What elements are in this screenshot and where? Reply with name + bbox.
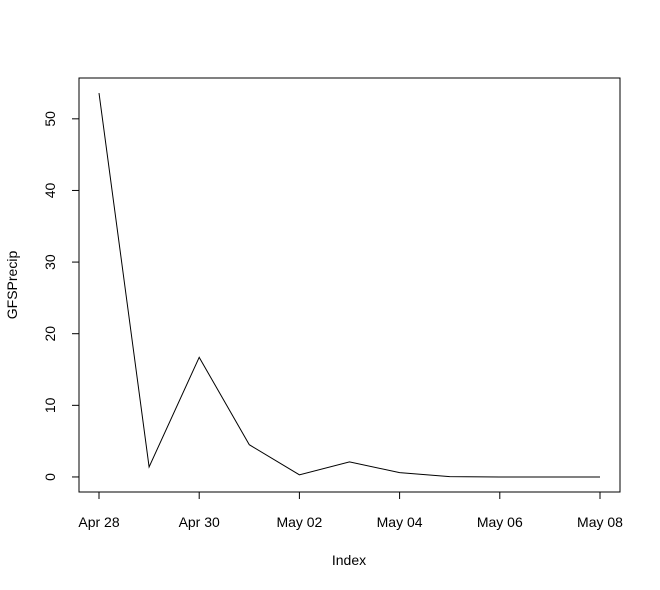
y-axis: 0 10 20 30 40 50 <box>42 111 80 481</box>
plot-frame <box>78 77 621 493</box>
y-tick-label: 0 <box>42 473 58 481</box>
y-tick-label: 50 <box>42 111 58 127</box>
x-tick-label: May 04 <box>377 514 423 530</box>
x-axis: Apr 28 Apr 30 May 02 May 04 May 06 May 08 <box>78 491 623 530</box>
y-tick-label: 10 <box>42 397 58 413</box>
x-tick-label: May 08 <box>577 514 623 530</box>
x-axis-title: Index <box>332 552 366 568</box>
y-tick-label: 40 <box>42 182 58 198</box>
series-line <box>98 92 600 478</box>
x-tick-label: Apr 30 <box>179 514 220 530</box>
y-axis-title: GFSPrecip <box>4 251 20 320</box>
y-tick-label: 20 <box>42 326 58 342</box>
x-tick-label: May 06 <box>477 514 523 530</box>
x-tick-label: Apr 28 <box>78 514 119 530</box>
x-tick-label: May 02 <box>276 514 322 530</box>
y-tick-label: 30 <box>42 254 58 270</box>
